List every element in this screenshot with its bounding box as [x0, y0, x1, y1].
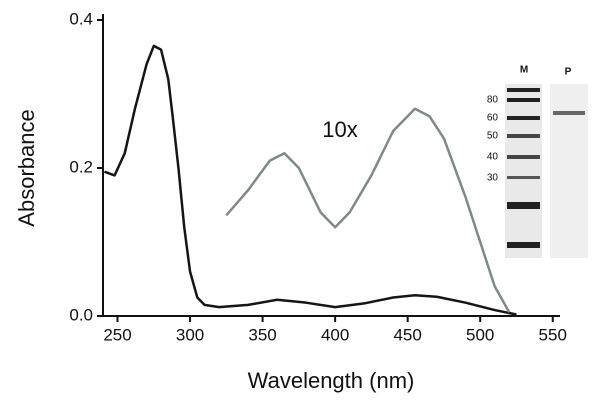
x-tick-label: 350 — [248, 325, 276, 344]
y-tick-label: 0.2 — [69, 157, 93, 176]
x-tick-label: 250 — [103, 325, 131, 344]
y-tick-label: 0.0 — [69, 305, 93, 324]
line-series — [225, 107, 511, 313]
gel-band — [507, 116, 540, 120]
y-tick-label: 0.4 — [69, 9, 93, 28]
marker-label: 30 — [487, 173, 499, 184]
x-tick-label: 400 — [321, 325, 349, 344]
gel-band — [507, 202, 540, 209]
line-series — [104, 44, 517, 316]
marker-label: 50 — [487, 131, 499, 142]
gel-band — [507, 242, 540, 248]
marker-label: 40 — [487, 152, 499, 163]
gel-band — [553, 111, 585, 115]
marker-label: 80 — [487, 95, 499, 106]
x-tick-label: 550 — [539, 325, 567, 344]
x-tick-label: 450 — [393, 325, 421, 344]
gel-lane — [505, 84, 542, 258]
lane-label: P — [565, 67, 572, 78]
x-tick-label: 500 — [466, 325, 494, 344]
gel-band — [507, 155, 540, 159]
x-axis-label: Wavelength (nm) — [248, 368, 415, 393]
y-axis-label: Absorbance — [14, 109, 39, 226]
lane-label: M — [520, 65, 528, 76]
marker-label: 60 — [487, 113, 499, 124]
gel-lane — [550, 84, 588, 258]
annotation: 10x — [322, 117, 357, 142]
gel-band — [507, 134, 540, 138]
gel-band — [507, 88, 540, 92]
x-tick-label: 300 — [176, 325, 204, 344]
gel-band — [507, 98, 540, 102]
gel-inset: M P 80 60 50 40 30 — [487, 65, 588, 258]
gel-band — [507, 176, 540, 179]
